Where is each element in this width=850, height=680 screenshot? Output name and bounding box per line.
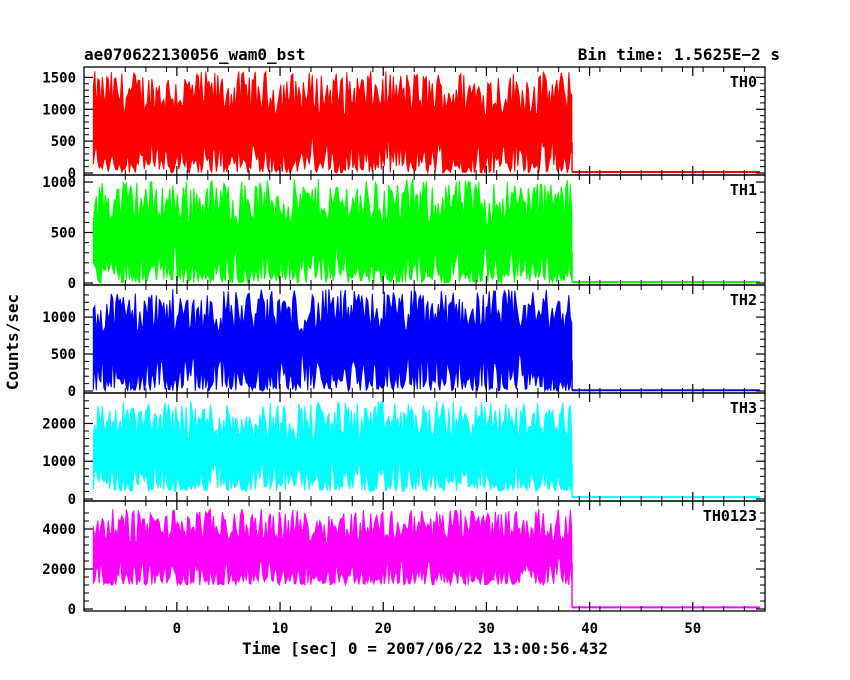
y-tick-label: 1500 — [42, 70, 76, 86]
panel-th2: 0 500 1000 TH2 — [42, 284, 766, 400]
y-tick-label: 0 — [68, 166, 76, 182]
y-tick-label: 500 — [51, 226, 76, 242]
y-tick-label: 1000 — [42, 175, 76, 191]
y-tick-label: 0 — [68, 602, 76, 618]
x-tick-label: 50 — [684, 621, 701, 637]
panel-frame — [83, 500, 766, 612]
x-tick-label: 0 — [173, 621, 181, 637]
x-axis-label: Time [sec] 0 = 2007/06/22 13:00:56.432 — [242, 639, 608, 658]
series-th2-burst — [92, 289, 573, 393]
panel-label-th1: TH1 — [730, 181, 757, 199]
y-tick-label: 0 — [68, 384, 76, 400]
series-th0123-burst — [92, 507, 573, 587]
panel-label-th0123: TH0123 — [703, 507, 757, 525]
series-th1-burst — [92, 178, 573, 285]
y-tick-label: 0 — [68, 276, 76, 292]
x-axis: 0 10 20 30 40 50 — [173, 621, 702, 637]
y-tick-label: 2000 — [42, 416, 76, 432]
series-th3-burst — [92, 400, 573, 494]
y-tick-label: 0 — [68, 492, 76, 508]
panel-label-th0: TH0 — [730, 73, 757, 91]
x-tick-label: 20 — [375, 621, 392, 637]
x-tick-label: 40 — [581, 621, 598, 637]
panel-th0123: 0 2000 4000 TH0123 — [42, 500, 766, 618]
y-tick-label: 2000 — [42, 562, 76, 578]
y-tick-label: 1000 — [42, 102, 76, 118]
y-tick-label: 1000 — [42, 454, 76, 470]
series-th0-burst — [92, 70, 573, 175]
y-tick-label: 1000 — [42, 310, 76, 326]
panel-label-th2: TH2 — [730, 291, 757, 309]
panel-th3: 0 1000 2000 TH3 — [42, 392, 766, 508]
x-tick-label: 30 — [478, 621, 495, 637]
x-tick-label: 10 — [272, 621, 289, 637]
panel-label-th3: TH3 — [730, 399, 757, 417]
chart-title: ae070622130056_wam0_bst — [84, 45, 306, 64]
y-tick-label: 500 — [51, 134, 76, 150]
y-tick-label: 500 — [51, 347, 76, 363]
y-tick-label: 4000 — [42, 522, 76, 538]
panel-th0: 0 500 1000 1500 TH0 — [42, 66, 766, 182]
y-axis-label: Counts/sec — [3, 294, 22, 390]
panel-th1: 0 500 1000 TH1 — [42, 174, 766, 292]
chart-subtitle: Bin time: 1.5625E−2 s — [578, 45, 780, 64]
